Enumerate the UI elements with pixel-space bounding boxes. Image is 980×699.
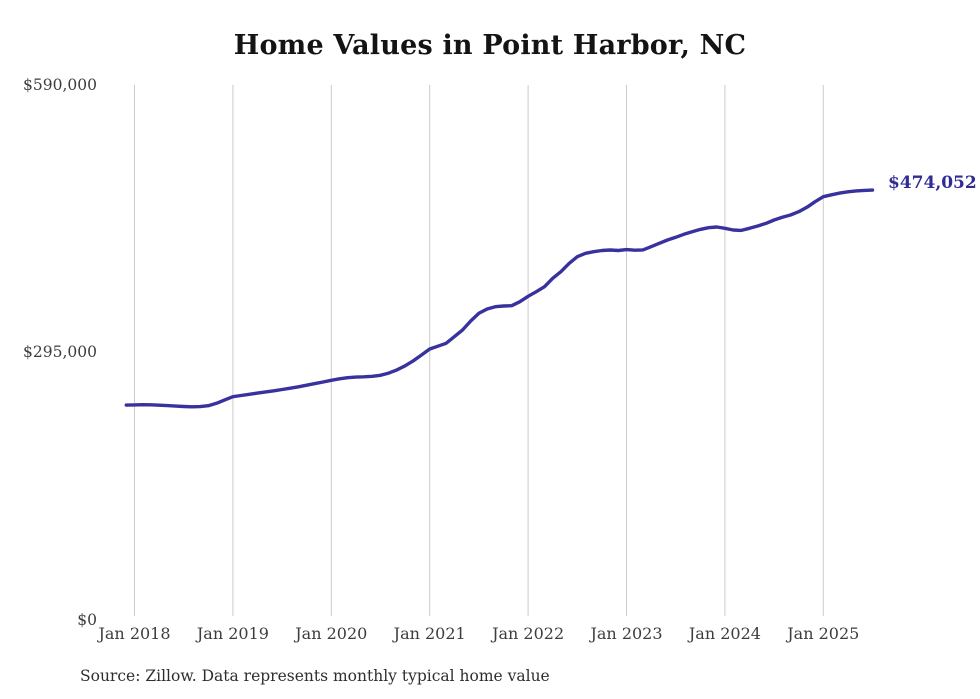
x-axis-label: Jan 2020 bbox=[295, 624, 368, 643]
final-value-label: $474,052 bbox=[888, 173, 977, 193]
x-axis-label: Jan 2018 bbox=[98, 624, 171, 643]
y-axis-label-0: $0 bbox=[77, 611, 97, 629]
value-line bbox=[124, 188, 875, 409]
x-axis-label: Jan 2023 bbox=[590, 624, 663, 643]
x-axis-label: Jan 2022 bbox=[492, 624, 565, 643]
source-note: Source: Zillow. Data represents monthly … bbox=[80, 667, 550, 685]
x-axis-label: Jan 2021 bbox=[393, 624, 466, 643]
x-axis-label: Jan 2025 bbox=[787, 624, 860, 643]
x-axis-label: Jan 2024 bbox=[688, 624, 761, 643]
y-axis-label-590k: $590,000 bbox=[23, 76, 97, 94]
x-axis-label: Jan 2019 bbox=[196, 624, 269, 643]
y-axis-label-295k: $295,000 bbox=[23, 343, 97, 361]
chart-title: Home Values in Point Harbor, NC bbox=[233, 30, 747, 61]
